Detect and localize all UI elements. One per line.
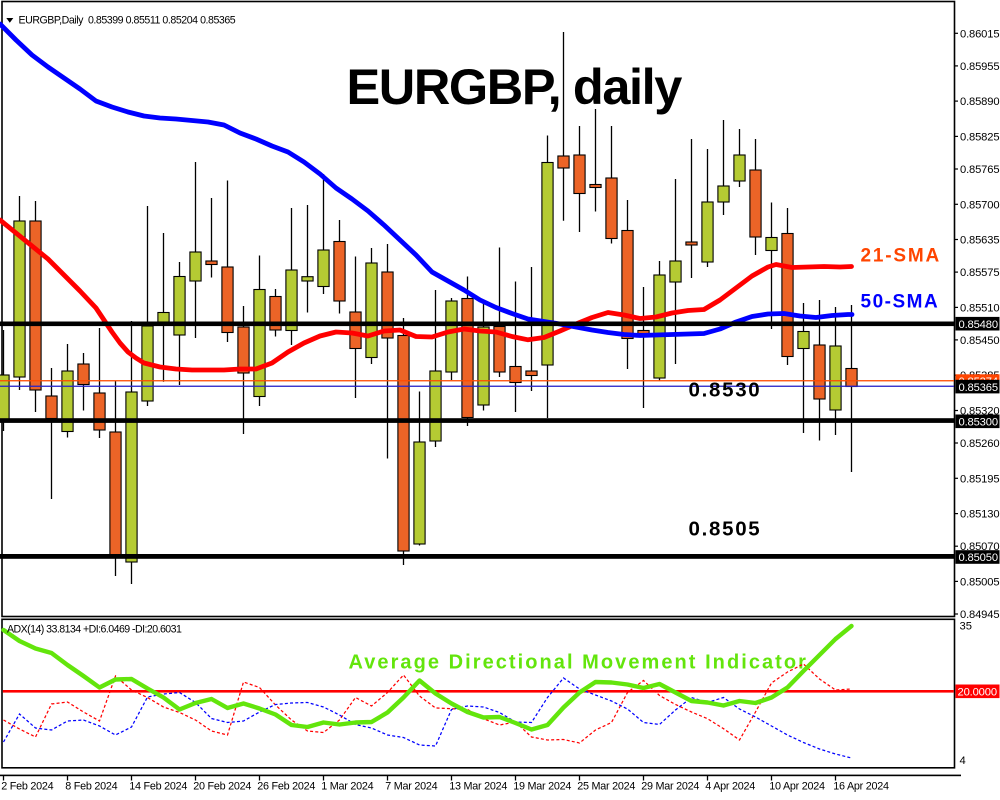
svg-text:EURGBP,Daily 0.85399 0.85511: EURGBP,Daily 0.85399 0.85511 0.85204 0.8… [19, 15, 236, 27]
svg-text:0.85480: 0.85480 [959, 319, 998, 331]
svg-text:4: 4 [960, 755, 966, 767]
svg-text:35: 35 [960, 621, 972, 633]
svg-text:4 Apr 2024: 4 Apr 2024 [705, 781, 755, 793]
svg-text:13 Mar 2024: 13 Mar 2024 [449, 781, 507, 793]
svg-text:0.85635: 0.85635 [960, 235, 999, 247]
svg-text:0.85260: 0.85260 [960, 438, 999, 450]
svg-text:0.85050: 0.85050 [959, 552, 998, 564]
svg-text:Average Directional Movement I: Average Directional Movement Indicator [349, 652, 808, 674]
svg-text:20.0000: 20.0000 [958, 686, 997, 698]
svg-text:0.85700: 0.85700 [960, 199, 999, 211]
svg-text:26 Feb 2024: 26 Feb 2024 [257, 781, 315, 793]
svg-text:0.85825: 0.85825 [960, 131, 999, 143]
svg-text:29 Mar 2024: 29 Mar 2024 [641, 781, 699, 793]
svg-text:50-SMA: 50-SMA [861, 292, 940, 313]
svg-text:ADX(14) 33.8134 +DI:6.0469 -DI: ADX(14) 33.8134 +DI:6.0469 -DI:20.6031 [7, 624, 182, 636]
svg-text:20 Feb 2024: 20 Feb 2024 [193, 781, 251, 793]
svg-text:16 Apr 2024: 16 Apr 2024 [833, 781, 889, 793]
svg-text:0.8505: 0.8505 [689, 518, 762, 541]
svg-text:0.86015: 0.86015 [960, 28, 999, 40]
svg-text:10 Apr 2024: 10 Apr 2024 [769, 781, 825, 793]
svg-text:0.8530: 0.8530 [689, 379, 762, 402]
svg-text:2 Feb 2024: 2 Feb 2024 [1, 781, 53, 793]
svg-text:14 Feb 2024: 14 Feb 2024 [129, 781, 187, 793]
svg-text:8 Feb 2024: 8 Feb 2024 [65, 781, 117, 793]
svg-text:0.85765: 0.85765 [960, 164, 999, 176]
svg-text:7 Mar 2024: 7 Mar 2024 [385, 781, 437, 793]
svg-text:0.85365: 0.85365 [959, 382, 998, 394]
svg-text:0.85450: 0.85450 [960, 335, 999, 347]
svg-text:0.85300: 0.85300 [959, 417, 998, 429]
svg-text:25 Mar 2024: 25 Mar 2024 [577, 781, 635, 793]
svg-text:0.84945: 0.84945 [960, 609, 999, 621]
svg-text:1 Mar 2024: 1 Mar 2024 [321, 781, 373, 793]
svg-text:21-SMA: 21-SMA [861, 246, 941, 267]
svg-text:0.85955: 0.85955 [960, 61, 999, 73]
svg-text:0.85510: 0.85510 [960, 302, 999, 314]
svg-text:19 Mar 2024: 19 Mar 2024 [513, 781, 571, 793]
svg-text:0.85575: 0.85575 [960, 267, 999, 279]
svg-text:0.85130: 0.85130 [960, 509, 999, 521]
svg-text:0.85195: 0.85195 [960, 473, 999, 485]
svg-text:EURGBP, daily: EURGBP, daily [347, 58, 683, 115]
svg-text:0.85890: 0.85890 [960, 96, 999, 108]
svg-text:0.85005: 0.85005 [960, 576, 999, 588]
